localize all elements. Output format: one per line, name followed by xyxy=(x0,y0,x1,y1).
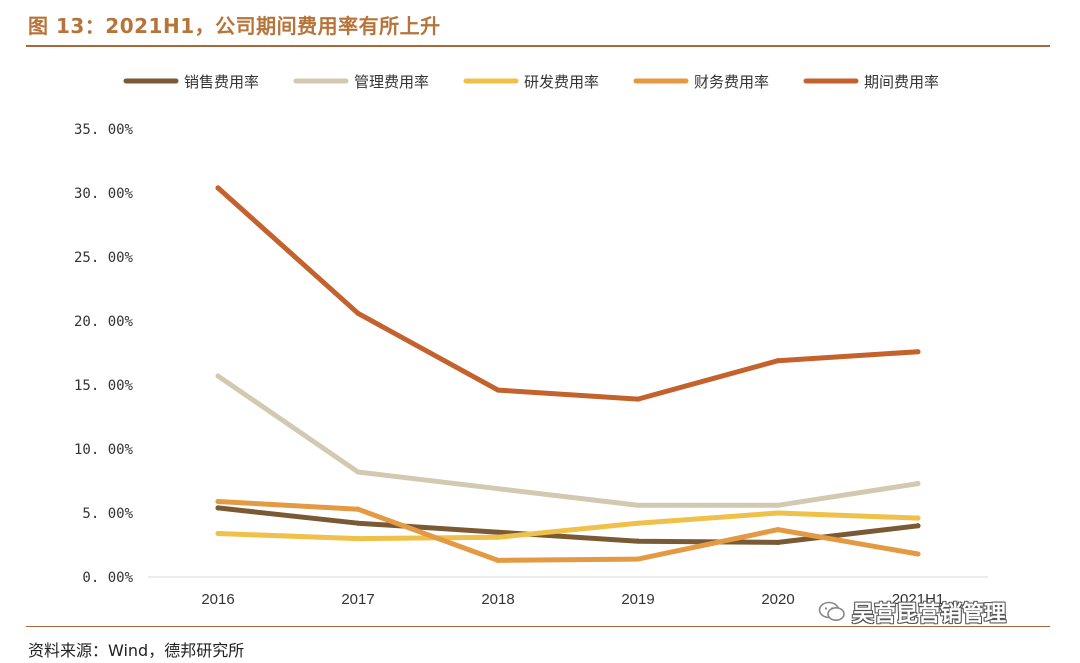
x-tick-label: 2019 xyxy=(621,591,654,608)
y-axis: 0. 00% 5. 00% 10. 00% 15. 00% 20. 00% 25. 00%… xyxy=(74,122,134,586)
y-tick-label: 30. 00% xyxy=(74,186,134,202)
data-point xyxy=(775,527,781,533)
data-point xyxy=(915,481,921,487)
data-point xyxy=(775,539,781,545)
legend: 销售费用率 管理费用率 研发费用率 财务费用率 期间费用率 xyxy=(123,73,939,91)
data-point xyxy=(355,520,361,526)
y-tick-label: 10. 00% xyxy=(74,442,134,458)
top-divider xyxy=(26,45,1050,47)
data-point xyxy=(775,502,781,508)
data-point xyxy=(215,530,221,536)
y-tick-label: 35. 00% xyxy=(74,122,134,138)
legend-label: 管理费用率 xyxy=(354,73,429,91)
watermark-text: 吴营昆营销管理 xyxy=(852,602,1007,627)
data-point xyxy=(495,529,501,535)
data-point xyxy=(635,396,641,402)
x-tick-label: 2018 xyxy=(481,591,514,608)
data-point xyxy=(355,310,361,316)
source-note: 资料来源：Wind，德邦研究所 xyxy=(28,641,245,660)
data-point xyxy=(635,520,641,526)
y-tick-label: 25. 00% xyxy=(74,250,134,266)
data-point xyxy=(355,506,361,512)
data-point xyxy=(495,486,501,492)
y-tick-label: 0. 00% xyxy=(82,570,133,586)
y-tick-label: 20. 00% xyxy=(74,314,134,330)
x-tick-label: 2017 xyxy=(341,591,374,608)
data-point xyxy=(635,556,641,562)
data-point xyxy=(355,536,361,542)
data-point xyxy=(495,387,501,393)
data-point xyxy=(635,538,641,544)
data-point xyxy=(775,510,781,516)
series-line xyxy=(215,505,921,545)
legend-label: 期间费用率 xyxy=(864,73,939,91)
data-point xyxy=(915,349,921,355)
chart-title: 图 13：2021H1，公司期间费用率有所上升 xyxy=(28,14,441,38)
y-tick-label: 5. 00% xyxy=(82,506,133,522)
data-point xyxy=(215,498,221,504)
series-line xyxy=(215,185,921,402)
x-tick-label: 2021H1 xyxy=(892,591,945,608)
watermark: 吴营昆营销管理 xyxy=(818,596,1006,628)
x-axis: 2016 2017 2018 2019 2020 2021H1 xyxy=(201,591,944,608)
data-point xyxy=(215,505,221,511)
series-lines xyxy=(215,185,921,563)
series-line xyxy=(215,499,921,563)
x-tick-label: 2020 xyxy=(761,591,794,608)
series-line xyxy=(215,510,921,542)
legend-label: 财务费用率 xyxy=(694,73,769,91)
line-chart: 销售费用率 管理费用率 研发费用率 财务费用率 期间费用率 0. 00% 5. 00% 10… xyxy=(74,73,988,608)
data-point xyxy=(915,515,921,521)
legend-label: 销售费用率 xyxy=(184,73,259,91)
series-line xyxy=(215,373,921,508)
data-point xyxy=(775,358,781,364)
legend-label: 研发费用率 xyxy=(524,73,599,91)
data-point xyxy=(495,534,501,540)
data-point xyxy=(635,502,641,508)
data-point xyxy=(215,185,221,191)
data-point xyxy=(355,469,361,475)
y-tick-label: 15. 00% xyxy=(74,378,134,394)
data-point xyxy=(915,551,921,557)
wechat-icon xyxy=(818,601,845,621)
data-point xyxy=(215,373,221,379)
data-point xyxy=(495,557,501,563)
data-point xyxy=(915,523,921,529)
bottom-divider xyxy=(26,626,1050,627)
x-tick-label: 2016 xyxy=(201,591,234,608)
